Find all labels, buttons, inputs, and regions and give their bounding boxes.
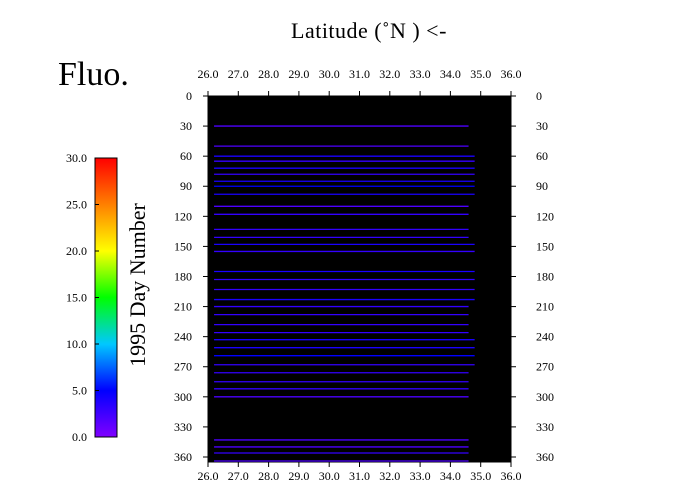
x-tick-label-bottom: 29.0: [288, 469, 309, 483]
y-tick-label-right: 180: [536, 269, 554, 283]
x-tick-label-bottom: 33.0: [410, 469, 431, 483]
y-tick-label-right: 270: [536, 360, 554, 374]
y-tick-label-right: 30: [536, 119, 548, 133]
y-tick-label-left: 30: [180, 119, 192, 133]
y-tick-label-right: 90: [536, 179, 548, 193]
y-tick-label-right: 120: [536, 209, 554, 223]
data-tracks: [214, 125, 475, 462]
y-tick-label-right: 60: [536, 149, 548, 163]
x-tick-label-top: 36.0: [501, 67, 522, 81]
x-tick-label-bottom: 30.0: [319, 469, 340, 483]
x-tick-label-top: 31.0: [349, 67, 370, 81]
x-tick-label-top: 27.0: [228, 67, 249, 81]
x-tick-label-top: 30.0: [319, 67, 340, 81]
x-tick-label-top: 28.0: [258, 67, 279, 81]
x-tick-label-bottom: 27.0: [228, 469, 249, 483]
x-tick-label-bottom: 36.0: [501, 469, 522, 483]
y-tick-label-right: 330: [536, 420, 554, 434]
x-tick-label-top: 35.0: [470, 67, 491, 81]
y-tick-label-right: 150: [536, 239, 554, 253]
y-tick-label-left: 180: [174, 269, 192, 283]
y-tick-label-left: 0: [186, 89, 192, 103]
y-tick-label-left: 210: [174, 300, 192, 314]
colorbar-tick-label: 20.0: [66, 244, 87, 258]
x-tick-label-bottom: 35.0: [470, 469, 491, 483]
colorbar-tick-label: 30.0: [66, 151, 87, 165]
x-tick-label-bottom: 34.0: [440, 469, 461, 483]
colorbar-tick-label: 15.0: [66, 291, 87, 305]
y-tick-label-right: 240: [536, 330, 554, 344]
x-tick-label-bottom: 31.0: [349, 469, 370, 483]
y-tick-label-right: 360: [536, 450, 554, 464]
x-tick-label-bottom: 26.0: [198, 469, 219, 483]
x-tick-label-top: 34.0: [440, 67, 461, 81]
y-tick-label-right: 300: [536, 390, 554, 404]
y-tick-label-left: 360: [174, 450, 192, 464]
axes: 26.0 26.0 27.0 27.0 28.0 28.0 29.0 29.0 30.0 30.0…: [174, 67, 554, 483]
y-tick-label-left: 120: [174, 209, 192, 223]
x-tick-label-top: 33.0: [410, 67, 431, 81]
y-tick-label-left: 300: [174, 390, 192, 404]
colorbar-tick-label: 10.0: [66, 337, 87, 351]
y-tick-label-right: 0: [536, 89, 542, 103]
x-axis-title: Latitude (˚N ) <-: [291, 18, 447, 43]
y-tick-label-left: 60: [180, 149, 192, 163]
colorbar-tick-label: 5.0: [72, 384, 87, 398]
y-tick-label-left: 330: [174, 420, 192, 434]
y-tick-label-left: 150: [174, 239, 192, 253]
x-tick-label-top: 29.0: [288, 67, 309, 81]
x-tick-label-top: 26.0: [198, 67, 219, 81]
y-tick-label-left: 90: [180, 179, 192, 193]
x-tick-label-top: 32.0: [379, 67, 400, 81]
y-tick-label-left: 240: [174, 330, 192, 344]
colorbar-ticks: 0.0 5.0 10.0 15.0 20.0 25.0 30.0: [66, 151, 99, 444]
y-tick-label-left: 270: [174, 360, 192, 374]
chart-title: Fluo.: [58, 56, 129, 93]
x-tick-label-bottom: 32.0: [379, 469, 400, 483]
x-tick-label-bottom: 28.0: [258, 469, 279, 483]
y-tick-label-right: 210: [536, 300, 554, 314]
colorbar-tick-label: 25.0: [66, 198, 87, 212]
colorbar-tick-label: 0.0: [72, 430, 87, 444]
